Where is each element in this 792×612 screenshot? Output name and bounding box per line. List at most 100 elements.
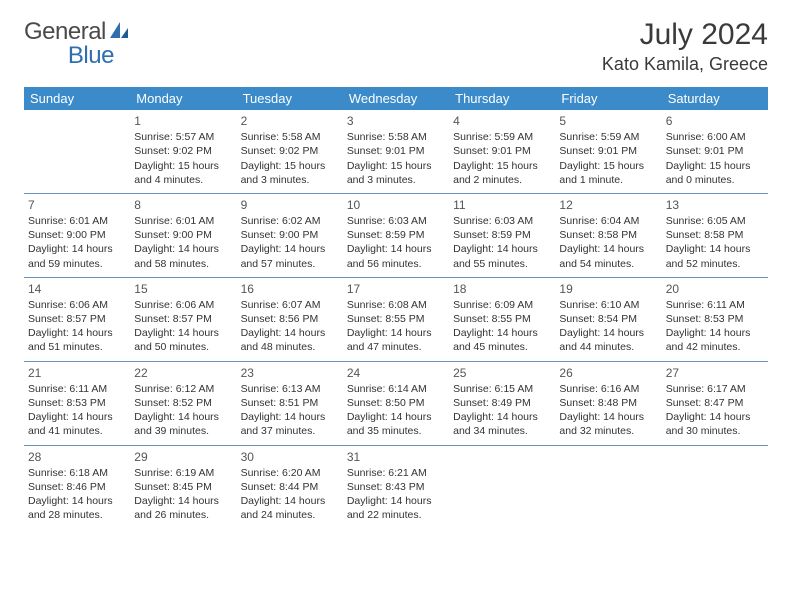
sunrise-line: Sunrise: 5:57 AM [134,130,232,144]
day-header: Wednesday [343,87,449,110]
day-number: 6 [666,113,764,129]
calendar-cell: 25Sunrise: 6:15 AMSunset: 8:49 PMDayligh… [449,361,555,445]
calendar-cell: 27Sunrise: 6:17 AMSunset: 8:47 PMDayligh… [662,361,768,445]
daylight-line: Daylight: 14 hours and 58 minutes. [134,242,232,270]
calendar-cell: 17Sunrise: 6:08 AMSunset: 8:55 PMDayligh… [343,277,449,361]
calendar-cell: 15Sunrise: 6:06 AMSunset: 8:57 PMDayligh… [130,277,236,361]
sunset-line: Sunset: 8:53 PM [666,312,764,326]
daylight-line: Daylight: 14 hours and 35 minutes. [347,410,445,438]
day-header: Saturday [662,87,768,110]
sunrise-line: Sunrise: 6:02 AM [241,214,339,228]
calendar-cell: 3Sunrise: 5:58 AMSunset: 9:01 PMDaylight… [343,110,449,193]
calendar-cell: 20Sunrise: 6:11 AMSunset: 8:53 PMDayligh… [662,277,768,361]
day-number: 26 [559,365,657,381]
day-number: 8 [134,197,232,213]
daylight-line: Daylight: 14 hours and 26 minutes. [134,494,232,522]
daylight-line: Daylight: 14 hours and 54 minutes. [559,242,657,270]
calendar-cell: 14Sunrise: 6:06 AMSunset: 8:57 PMDayligh… [24,277,130,361]
calendar-cell: 30Sunrise: 6:20 AMSunset: 8:44 PMDayligh… [237,445,343,528]
daylight-line: Daylight: 14 hours and 41 minutes. [28,410,126,438]
daylight-line: Daylight: 14 hours and 34 minutes. [453,410,551,438]
calendar-cell: 9Sunrise: 6:02 AMSunset: 9:00 PMDaylight… [237,193,343,277]
calendar-table: SundayMondayTuesdayWednesdayThursdayFrid… [24,87,768,528]
calendar-cell: 5Sunrise: 5:59 AMSunset: 9:01 PMDaylight… [555,110,661,193]
calendar-cell: 2Sunrise: 5:58 AMSunset: 9:02 PMDaylight… [237,110,343,193]
calendar-cell: 28Sunrise: 6:18 AMSunset: 8:46 PMDayligh… [24,445,130,528]
calendar-cell: 7Sunrise: 6:01 AMSunset: 9:00 PMDaylight… [24,193,130,277]
sunset-line: Sunset: 8:45 PM [134,480,232,494]
sunrise-line: Sunrise: 6:08 AM [347,298,445,312]
day-number: 21 [28,365,126,381]
sunrise-line: Sunrise: 6:07 AM [241,298,339,312]
daylight-line: Daylight: 14 hours and 37 minutes. [241,410,339,438]
daylight-line: Daylight: 14 hours and 42 minutes. [666,326,764,354]
sunset-line: Sunset: 8:47 PM [666,396,764,410]
sunset-line: Sunset: 8:53 PM [28,396,126,410]
day-header: Friday [555,87,661,110]
sunset-line: Sunset: 8:56 PM [241,312,339,326]
calendar-cell: 19Sunrise: 6:10 AMSunset: 8:54 PMDayligh… [555,277,661,361]
daylight-line: Daylight: 14 hours and 56 minutes. [347,242,445,270]
day-number: 11 [453,197,551,213]
calendar-cell: 12Sunrise: 6:04 AMSunset: 8:58 PMDayligh… [555,193,661,277]
calendar-cell: 6Sunrise: 6:00 AMSunset: 9:01 PMDaylight… [662,110,768,193]
sunrise-line: Sunrise: 6:03 AM [453,214,551,228]
calendar-week: 21Sunrise: 6:11 AMSunset: 8:53 PMDayligh… [24,361,768,445]
month-title: July 2024 [602,18,768,52]
brand-word-2: Blue [68,42,114,70]
sunrise-line: Sunrise: 6:11 AM [28,382,126,396]
calendar-cell [662,445,768,528]
sunset-line: Sunset: 8:46 PM [28,480,126,494]
calendar-cell: 13Sunrise: 6:05 AMSunset: 8:58 PMDayligh… [662,193,768,277]
day-number: 20 [666,281,764,297]
calendar-cell: 16Sunrise: 6:07 AMSunset: 8:56 PMDayligh… [237,277,343,361]
sunset-line: Sunset: 8:54 PM [559,312,657,326]
sunset-line: Sunset: 9:00 PM [28,228,126,242]
daylight-line: Daylight: 14 hours and 47 minutes. [347,326,445,354]
daylight-line: Daylight: 14 hours and 45 minutes. [453,326,551,354]
calendar-week: 1Sunrise: 5:57 AMSunset: 9:02 PMDaylight… [24,110,768,193]
calendar-week: 28Sunrise: 6:18 AMSunset: 8:46 PMDayligh… [24,445,768,528]
calendar-cell: 10Sunrise: 6:03 AMSunset: 8:59 PMDayligh… [343,193,449,277]
day-header: Tuesday [237,87,343,110]
day-number: 16 [241,281,339,297]
daylight-line: Daylight: 15 hours and 3 minutes. [241,159,339,187]
day-header: Sunday [24,87,130,110]
day-number: 27 [666,365,764,381]
calendar-cell: 4Sunrise: 5:59 AMSunset: 9:01 PMDaylight… [449,110,555,193]
daylight-line: Daylight: 14 hours and 59 minutes. [28,242,126,270]
sunset-line: Sunset: 8:58 PM [666,228,764,242]
sunrise-line: Sunrise: 6:17 AM [666,382,764,396]
daylight-line: Daylight: 14 hours and 39 minutes. [134,410,232,438]
sunset-line: Sunset: 9:00 PM [241,228,339,242]
sunrise-line: Sunrise: 6:00 AM [666,130,764,144]
day-number: 10 [347,197,445,213]
calendar-cell [555,445,661,528]
calendar-cell [24,110,130,193]
day-number: 9 [241,197,339,213]
day-number: 1 [134,113,232,129]
daylight-line: Daylight: 14 hours and 44 minutes. [559,326,657,354]
day-number: 12 [559,197,657,213]
day-number: 29 [134,449,232,465]
sunrise-line: Sunrise: 5:59 AM [559,130,657,144]
sunrise-line: Sunrise: 6:18 AM [28,466,126,480]
sunrise-line: Sunrise: 6:11 AM [666,298,764,312]
sunset-line: Sunset: 9:02 PM [134,144,232,158]
calendar-cell: 29Sunrise: 6:19 AMSunset: 8:45 PMDayligh… [130,445,236,528]
sunset-line: Sunset: 9:02 PM [241,144,339,158]
sunrise-line: Sunrise: 6:10 AM [559,298,657,312]
daylight-line: Daylight: 15 hours and 1 minute. [559,159,657,187]
day-number: 23 [241,365,339,381]
calendar-cell: 8Sunrise: 6:01 AMSunset: 9:00 PMDaylight… [130,193,236,277]
sunrise-line: Sunrise: 6:21 AM [347,466,445,480]
daylight-line: Daylight: 15 hours and 3 minutes. [347,159,445,187]
daylight-line: Daylight: 14 hours and 30 minutes. [666,410,764,438]
sunset-line: Sunset: 8:43 PM [347,480,445,494]
sunrise-line: Sunrise: 6:04 AM [559,214,657,228]
sunset-line: Sunset: 8:49 PM [453,396,551,410]
daylight-line: Daylight: 14 hours and 32 minutes. [559,410,657,438]
sunrise-line: Sunrise: 6:05 AM [666,214,764,228]
calendar-cell [449,445,555,528]
sunset-line: Sunset: 8:55 PM [347,312,445,326]
